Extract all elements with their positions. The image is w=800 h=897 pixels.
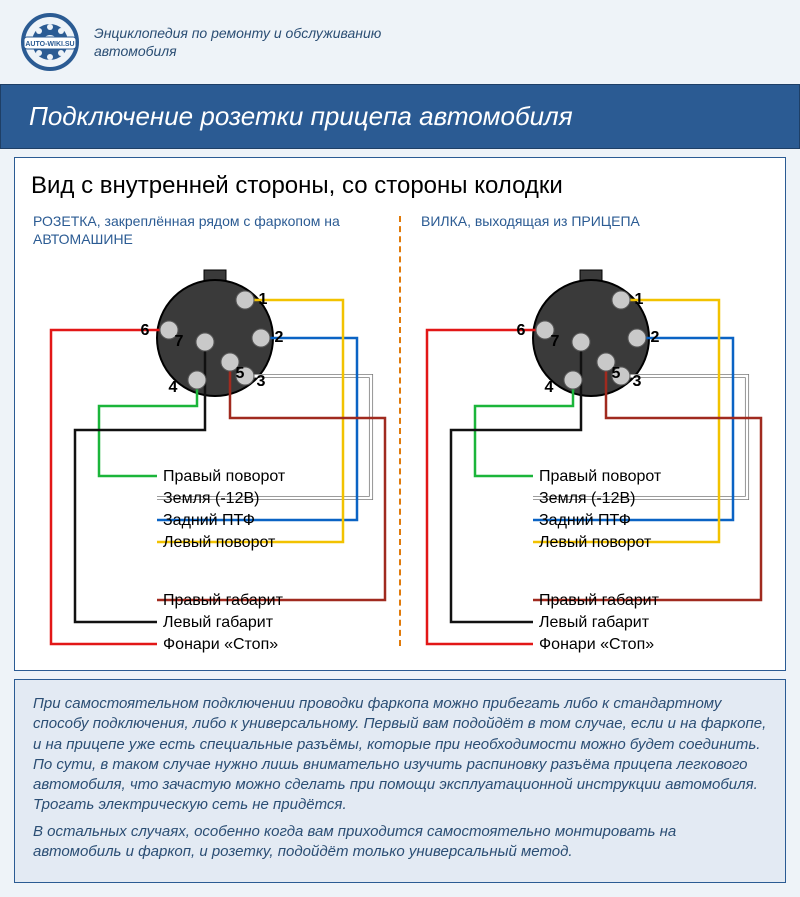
svg-text:7: 7: [551, 333, 560, 350]
page-title: Подключение розетки прицепа автомобиля: [0, 84, 800, 149]
svg-text:4: 4: [545, 379, 554, 396]
svg-text:Земля (-12В): Земля (-12В): [539, 490, 635, 507]
svg-text:1: 1: [635, 291, 644, 308]
connector-socket-svg: 1 2 3 4 5 6 7 Правый поворот Земля (-12В) Задний …: [25, 260, 395, 660]
svg-text:1: 1: [259, 291, 268, 308]
svg-text:3: 3: [257, 373, 266, 390]
logo-text: AUTO-WIKI.SU: [25, 41, 74, 48]
svg-text:Задний ПТФ: Задний ПТФ: [539, 512, 631, 529]
right-subtitle: ВИЛКА, выходящая из ПРИЦЕПА: [401, 212, 775, 260]
diagram-heading: Вид с внутренней стороны, со стороны кол…: [31, 172, 775, 200]
description-p2: В остальных случаях, особенно когда вам …: [33, 822, 767, 863]
svg-text:4: 4: [169, 379, 178, 396]
svg-text:7: 7: [175, 333, 184, 350]
svg-text:Левый габарит: Левый габарит: [163, 614, 274, 631]
svg-text:Правый поворот: Правый поворот: [163, 468, 286, 485]
svg-text:Левый поворот: Левый поворот: [163, 534, 276, 551]
left-subtitle: РОЗЕТКА, закреплённая рядом с фаркопом н…: [25, 212, 399, 260]
svg-text:5: 5: [612, 365, 621, 382]
svg-text:Земля (-12В): Земля (-12В): [163, 490, 259, 507]
site-description: Энциклопедия по ремонту и обслуживанию а…: [94, 24, 414, 60]
site-header: AUTO-WIKI.SU Энциклопедия по ремонту и о…: [0, 0, 800, 84]
svg-text:6: 6: [141, 322, 150, 339]
svg-text:2: 2: [651, 329, 660, 346]
description-panel: При самостоятельном подключении проводки…: [14, 679, 786, 883]
svg-text:Правый габарит: Правый габарит: [163, 592, 284, 609]
svg-text:5: 5: [236, 365, 245, 382]
diagram-left: РОЗЕТКА, закреплённая рядом с фаркопом н…: [25, 212, 399, 660]
svg-text:Задний ПТФ: Задний ПТФ: [163, 512, 255, 529]
svg-text:3: 3: [633, 373, 642, 390]
diagram-right: ВИЛКА, выходящая из ПРИЦЕПА 1 2 3 4 5 6 7 Правы…: [401, 212, 775, 660]
svg-text:Правый габарит: Правый габарит: [539, 592, 660, 609]
connector-plug-svg: 1 2 3 4 5 6 7 Правый поворот Земля (-12В) Задний …: [401, 260, 771, 660]
svg-text:Правый поворот: Правый поворот: [539, 468, 662, 485]
svg-text:6: 6: [517, 322, 526, 339]
svg-text:Левый габарит: Левый габарит: [539, 614, 650, 631]
svg-text:Фонари «Стоп»: Фонари «Стоп»: [163, 636, 278, 653]
svg-text:Фонари «Стоп»: Фонари «Стоп»: [539, 636, 654, 653]
diagram-panel: Вид с внутренней стороны, со стороны кол…: [14, 157, 786, 671]
description-p1: При самостоятельном подключении проводки…: [33, 694, 767, 816]
site-logo: AUTO-WIKI.SU: [20, 12, 80, 72]
svg-text:2: 2: [275, 329, 284, 346]
svg-text:Левый поворот: Левый поворот: [539, 534, 652, 551]
